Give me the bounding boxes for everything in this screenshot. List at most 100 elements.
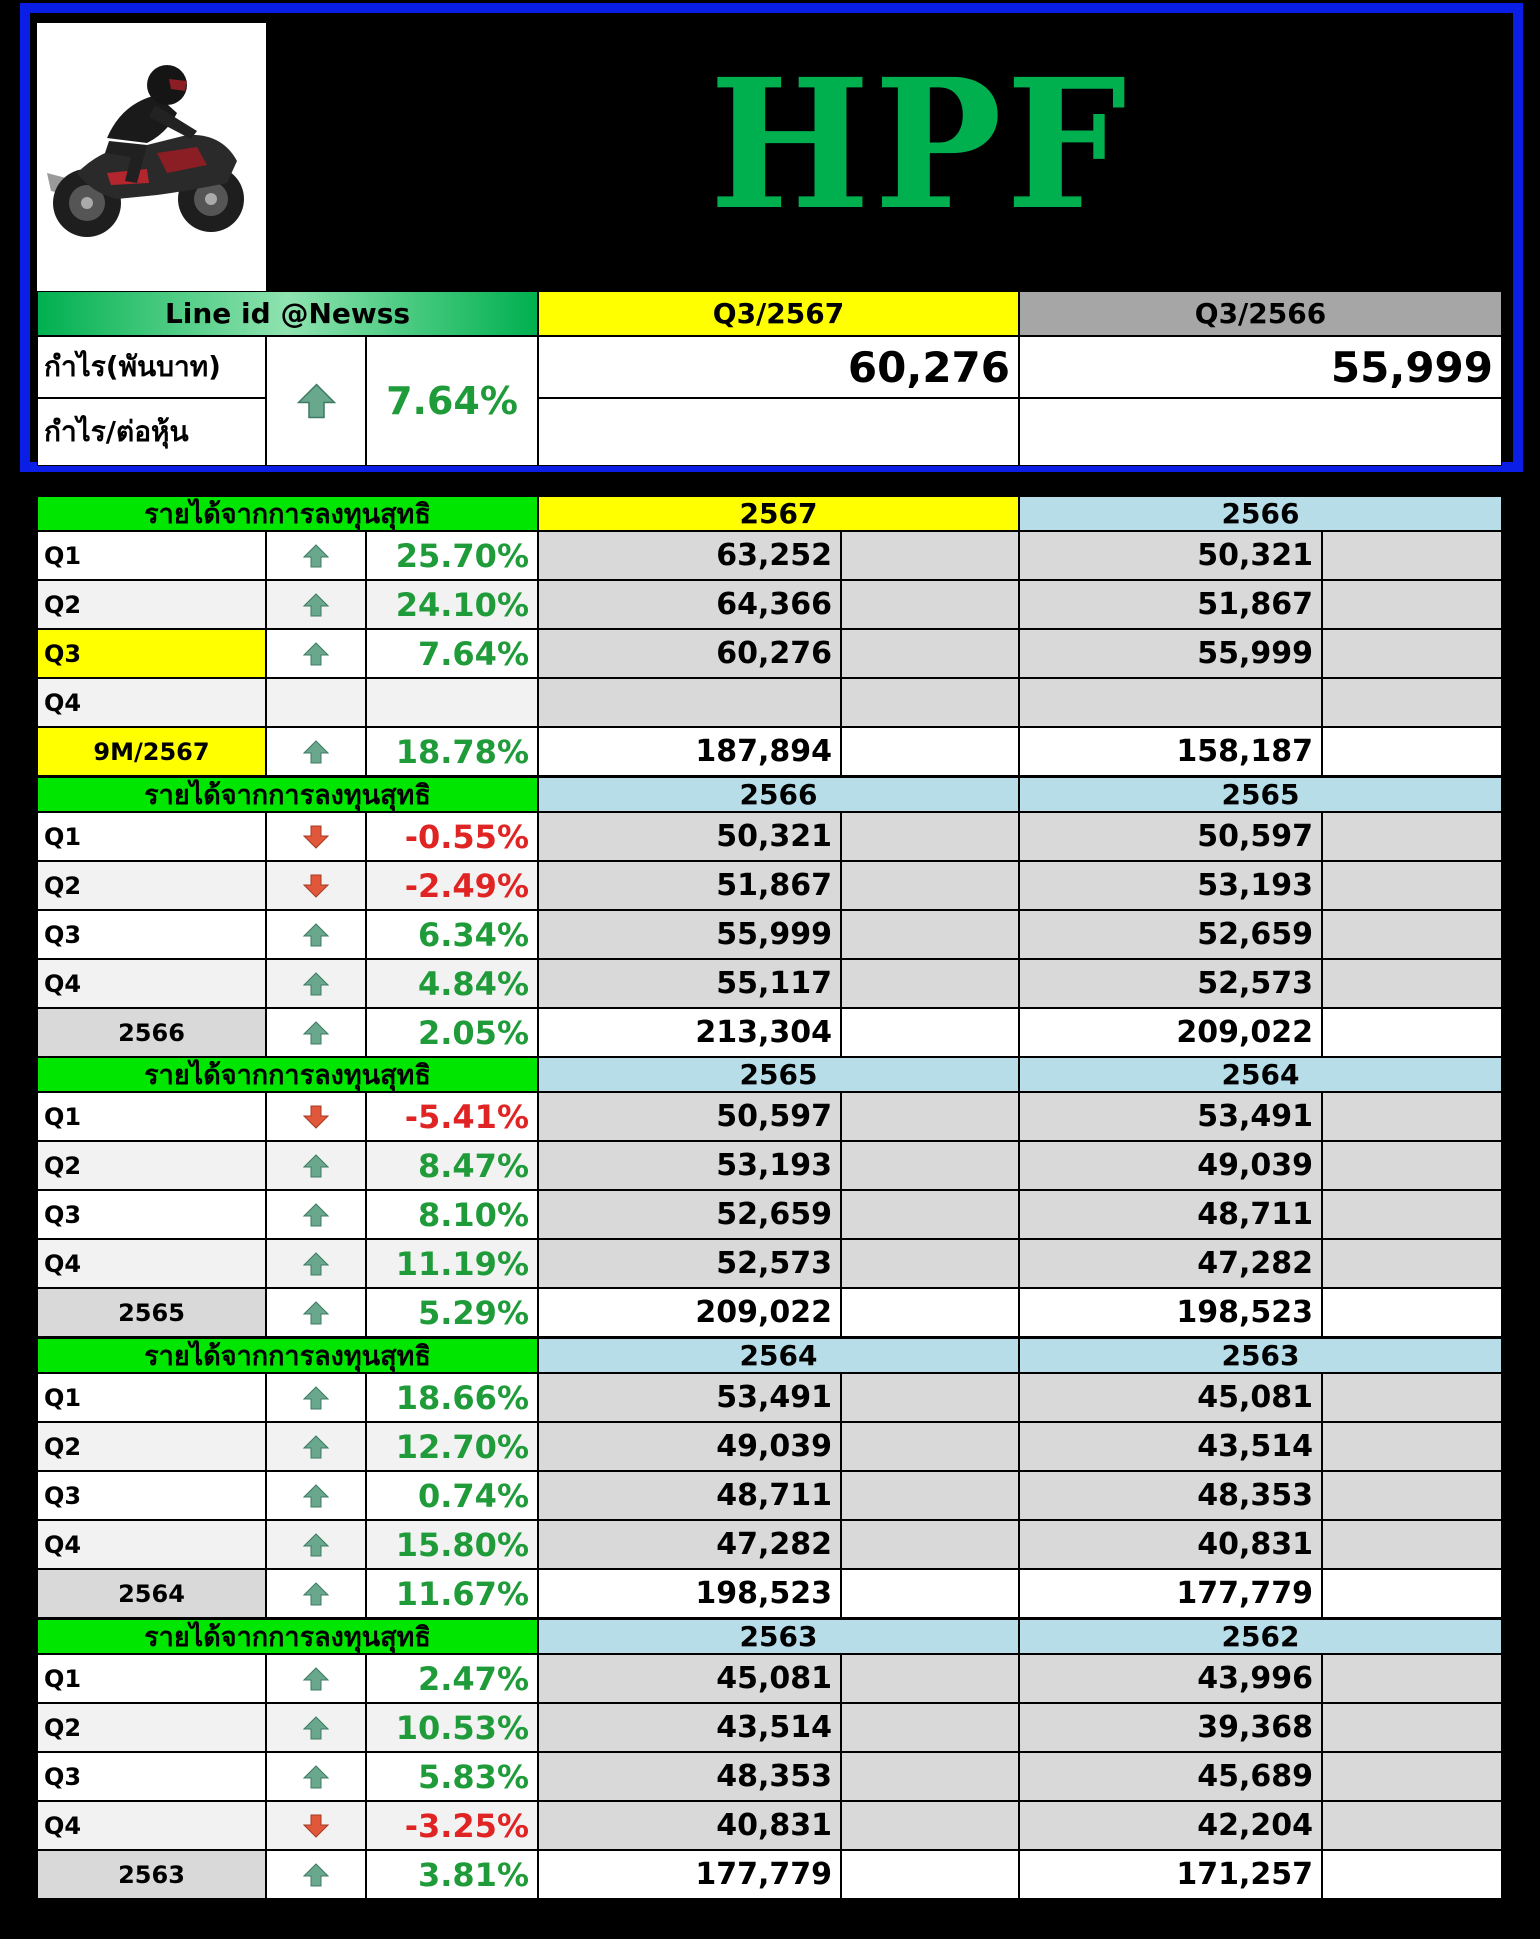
- spacer-cell: [1322, 1422, 1502, 1471]
- growth-pct: 4.84%: [366, 959, 538, 1008]
- growth-pct: 11.19%: [366, 1239, 538, 1288]
- growth-pct: 10.53%: [366, 1703, 538, 1752]
- spacer-cell: [1322, 1520, 1502, 1569]
- arrow-up-icon: [303, 641, 329, 665]
- arrow-down-icon: [303, 825, 329, 849]
- spacer-cell: [841, 1092, 1019, 1141]
- arrow-up-icon: [303, 1862, 329, 1886]
- arrow-cell: [266, 1801, 366, 1850]
- section-year-previous: 2563: [1019, 1338, 1502, 1373]
- spacer-cell: [841, 1471, 1019, 1520]
- value-previous: 47,282: [1019, 1239, 1322, 1288]
- spacer-cell: [1322, 580, 1502, 629]
- spacer-cell: [841, 727, 1019, 776]
- value-previous: 39,368: [1019, 1703, 1322, 1752]
- value-previous: 48,711: [1019, 1190, 1322, 1239]
- arrow-down-icon: [303, 1814, 329, 1838]
- quarter-label: Q4: [37, 1801, 266, 1850]
- arrow-cell: [266, 1288, 366, 1337]
- spacer-cell: [1322, 861, 1502, 910]
- arrow-up-icon: [303, 1581, 329, 1605]
- spacer-cell: [1322, 959, 1502, 1008]
- arrow-cell: [266, 678, 366, 727]
- section-header-label: รายได้จากการลงทุนสุทธิ: [37, 496, 538, 531]
- growth-pct: 15.80%: [366, 1520, 538, 1569]
- quarter-label: Q3: [37, 629, 266, 678]
- arrow-cell: [266, 812, 366, 861]
- value-current: 40,831: [538, 1801, 841, 1850]
- spacer-cell: [1322, 1008, 1502, 1057]
- section-year-current: 2564: [538, 1338, 1019, 1373]
- quarter-label: Q1: [37, 1373, 266, 1422]
- growth-pct: 7.64%: [366, 629, 538, 678]
- spacer-cell: [1322, 678, 1502, 727]
- value-previous: 40,831: [1019, 1520, 1322, 1569]
- spacer-cell: [1322, 1141, 1502, 1190]
- arrow-up-icon: [296, 383, 336, 419]
- quarter-label: Q3: [37, 910, 266, 959]
- arrow-up-icon: [303, 1483, 329, 1507]
- arrow-up-icon: [303, 1434, 329, 1458]
- value-previous: 50,321: [1019, 531, 1322, 580]
- value-previous: 45,081: [1019, 1373, 1322, 1422]
- total-value-previous: 198,523: [1019, 1288, 1322, 1337]
- value-current: 52,659: [538, 1190, 841, 1239]
- arrow-up-icon: [303, 1715, 329, 1739]
- value-previous: 52,573: [1019, 959, 1322, 1008]
- spacer-cell: [1322, 812, 1502, 861]
- total-label: 2565: [37, 1288, 266, 1337]
- spacer-cell: [1322, 1373, 1502, 1422]
- spacer-cell: [1322, 1190, 1502, 1239]
- spacer-cell: [841, 1008, 1019, 1057]
- value-current: 50,597: [538, 1092, 841, 1141]
- value-previous: [1019, 678, 1322, 727]
- spacer-cell: [841, 1569, 1019, 1618]
- arrow-up-icon: [303, 1251, 329, 1275]
- spacer-cell: [841, 1141, 1019, 1190]
- value-current: 50,321: [538, 812, 841, 861]
- arrow-up-icon: [303, 739, 329, 763]
- spacer-cell: [841, 629, 1019, 678]
- spacer-cell: [1322, 1569, 1502, 1618]
- total-growth-pct: 5.29%: [366, 1288, 538, 1337]
- spacer-cell: [841, 531, 1019, 580]
- quarter-label: Q3: [37, 1752, 266, 1801]
- arrow-down-icon: [303, 1105, 329, 1129]
- spacer-cell: [841, 1190, 1019, 1239]
- value-previous: 48,353: [1019, 1471, 1322, 1520]
- arrow-cell: [266, 1520, 366, 1569]
- growth-pct: 18.66%: [366, 1373, 538, 1422]
- spacer-cell: [1322, 1239, 1502, 1288]
- growth-pct: 2.47%: [366, 1654, 538, 1703]
- arrow-cell: [266, 1190, 366, 1239]
- value-current: 64,366: [538, 580, 841, 629]
- arrow-up-icon: [303, 1020, 329, 1044]
- value-previous: 52,659: [1019, 910, 1322, 959]
- total-label: 9M/2567: [37, 727, 266, 776]
- growth-pct: 12.70%: [366, 1422, 538, 1471]
- spacer-cell: [1322, 1288, 1502, 1337]
- total-label: 2566: [37, 1008, 266, 1057]
- arrow-cell: [266, 1569, 366, 1618]
- section-year-previous: 2562: [1019, 1619, 1502, 1654]
- profit-value-previous: 55,999: [1019, 336, 1502, 398]
- spacer-cell: [841, 678, 1019, 727]
- spacer-cell: [1322, 1752, 1502, 1801]
- value-current: 48,353: [538, 1752, 841, 1801]
- value-current: 55,117: [538, 959, 841, 1008]
- total-label: 2564: [37, 1569, 266, 1618]
- arrow-up-icon: [303, 543, 329, 567]
- total-value-current: 198,523: [538, 1569, 841, 1618]
- spacer-cell: [1322, 1703, 1502, 1752]
- spacer-cell: [841, 1288, 1019, 1337]
- column-header-current: Q3/2567: [538, 291, 1019, 336]
- value-current: 48,711: [538, 1471, 841, 1520]
- quarter-label: Q3: [37, 1471, 266, 1520]
- total-growth-pct: 18.78%: [366, 727, 538, 776]
- total-growth-pct: 11.67%: [366, 1569, 538, 1618]
- quarter-label: Q2: [37, 1422, 266, 1471]
- arrow-cell: [266, 1654, 366, 1703]
- spacer-cell: [841, 1422, 1019, 1471]
- spacer-cell: [841, 1752, 1019, 1801]
- value-current: 55,999: [538, 910, 841, 959]
